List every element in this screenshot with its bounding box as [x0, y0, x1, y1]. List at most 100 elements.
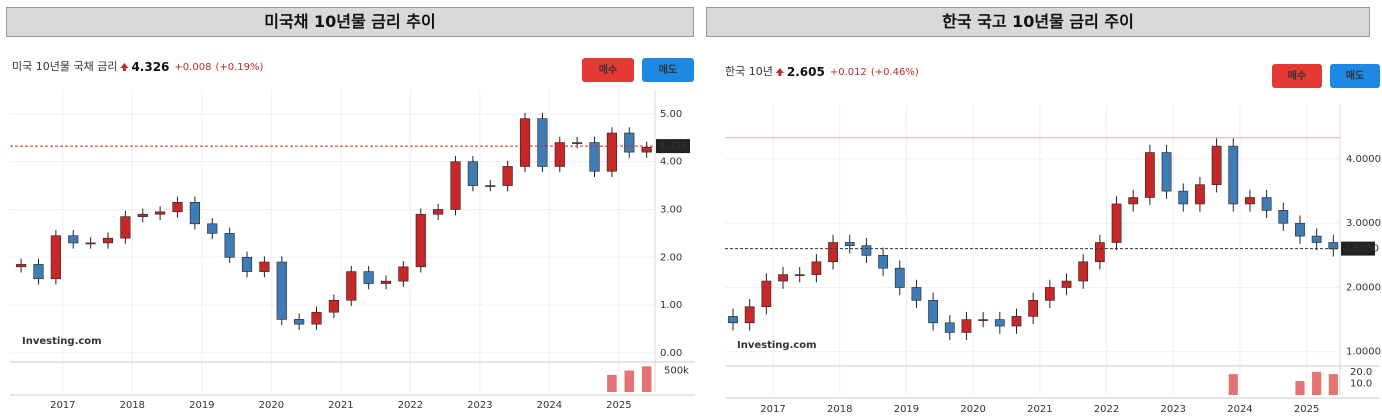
candle-body	[85, 242, 96, 245]
candle-body	[102, 237, 114, 244]
x-tick-label: 2018	[827, 404, 852, 415]
candle-body	[1195, 184, 1205, 205]
candle-body	[1178, 190, 1189, 205]
candle-body	[1161, 152, 1172, 192]
candle-body	[624, 132, 635, 153]
candle-body	[485, 185, 496, 187]
candle-body	[1311, 235, 1322, 243]
candle-body	[363, 271, 374, 284]
candle-body	[433, 209, 444, 215]
volume-bar	[1228, 374, 1238, 395]
quote-change-pct: (+0.46%)	[871, 67, 919, 78]
candle-body	[207, 223, 218, 234]
volume-bar	[1328, 374, 1338, 395]
candle-body	[380, 280, 392, 284]
candle-body	[928, 300, 938, 324]
quote-name: 한국 10년	[725, 65, 773, 78]
candle-body	[554, 142, 565, 167]
candle-body	[224, 233, 235, 258]
candle-body	[761, 280, 772, 308]
x-tick-label: 2020	[259, 400, 284, 411]
watermark: Investing.com	[737, 340, 817, 351]
last-value-label: 2.6050	[1344, 244, 1379, 255]
candle-body	[641, 147, 652, 153]
x-tick-label: 2023	[467, 400, 492, 411]
trade-button[interactable]	[642, 58, 694, 82]
candle-body	[1094, 242, 1105, 263]
candle-body	[259, 261, 270, 272]
y-tick-label: 2.0000	[1346, 282, 1381, 293]
volume-bar	[1312, 371, 1322, 395]
trade-button-label[interactable]: 매도	[1346, 69, 1364, 82]
x-tick-label: 2025	[1294, 404, 1319, 415]
candle-body	[572, 142, 583, 144]
x-tick-label: 2021	[1027, 404, 1052, 415]
candle-body	[50, 235, 61, 280]
x-tick-label: 2017	[760, 404, 785, 415]
candle-body	[794, 274, 805, 276]
candle-body	[137, 213, 148, 217]
candle-body	[961, 319, 972, 333]
last-value-label: 4.326	[659, 141, 688, 152]
x-tick-label: 2019	[894, 404, 919, 415]
x-tick-label: 2022	[1094, 404, 1119, 415]
quote-change: +0.008	[174, 62, 211, 73]
last-value-box	[1341, 241, 1375, 256]
y-tick-label: 3.0000	[1346, 218, 1381, 229]
trade-button-label[interactable]: 매수	[1288, 69, 1306, 82]
candle-body	[519, 118, 531, 167]
volume-tick-label: 10.0	[1350, 378, 1372, 389]
quote: 미국 10년물 국채 금리 4.326 +0.008 (+0.19%)	[12, 60, 263, 74]
up-arrow-icon	[775, 68, 784, 76]
x-tick-label: 2020	[960, 404, 985, 415]
y-tick-label: 1.00	[660, 300, 682, 311]
quote-last: 4.326	[131, 60, 169, 74]
candle-body	[276, 261, 287, 320]
candle-body	[1028, 300, 1039, 317]
trade-button-label[interactable]: 매도	[659, 63, 677, 76]
candle-body	[1261, 197, 1272, 211]
y-tick-label: 1.0000	[1346, 347, 1381, 358]
candle-body	[537, 118, 548, 167]
candle-body	[415, 213, 426, 268]
trade-button[interactable]	[582, 58, 634, 82]
candle-body	[589, 142, 600, 172]
quote: 한국 10년 2.605 +0.012 (+0.46%)	[725, 65, 919, 79]
quote-last: 2.605	[787, 65, 825, 79]
trade-button[interactable]	[1272, 64, 1322, 88]
last-value-box	[656, 139, 690, 154]
candle-body	[1145, 152, 1155, 198]
candle-body	[311, 311, 322, 325]
quote-change-pct: (+0.19%)	[215, 62, 263, 73]
candle-body	[1128, 197, 1139, 205]
volume-tick-label: 20.0	[1350, 367, 1372, 378]
candle-body	[1044, 287, 1055, 301]
x-tick-label: 2023	[1161, 404, 1186, 415]
volume-bar	[624, 370, 635, 392]
candle-body	[1111, 203, 1122, 243]
candle-body	[1295, 222, 1305, 237]
candle-body	[294, 319, 305, 325]
candle-body	[811, 261, 822, 275]
y-tick-label: 4.00	[660, 157, 682, 168]
candle-body	[861, 245, 872, 256]
x-tick-label: 2024	[537, 400, 562, 411]
candle-body	[778, 274, 788, 282]
candle-body	[878, 255, 888, 269]
quote-name: 미국 10년물 국채 금리	[12, 60, 117, 73]
volume-bar	[1295, 381, 1305, 395]
trade-button-label[interactable]: 매수	[599, 63, 617, 76]
chart-title: 미국채 10년물 금리 추이	[6, 7, 694, 37]
y-tick-label: 4.0000	[1346, 154, 1381, 165]
candle-body	[1328, 242, 1339, 250]
quote-change: +0.012	[830, 67, 867, 78]
trade-button[interactable]	[1330, 64, 1380, 88]
candle-body	[828, 242, 838, 263]
x-tick-label: 2017	[50, 400, 75, 411]
candle-body	[328, 299, 339, 313]
x-tick-label: 2021	[328, 400, 353, 411]
candle-body	[606, 132, 617, 172]
x-tick-label: 2022	[398, 400, 423, 411]
candle-body	[1011, 316, 1022, 327]
candle-body	[155, 211, 166, 215]
